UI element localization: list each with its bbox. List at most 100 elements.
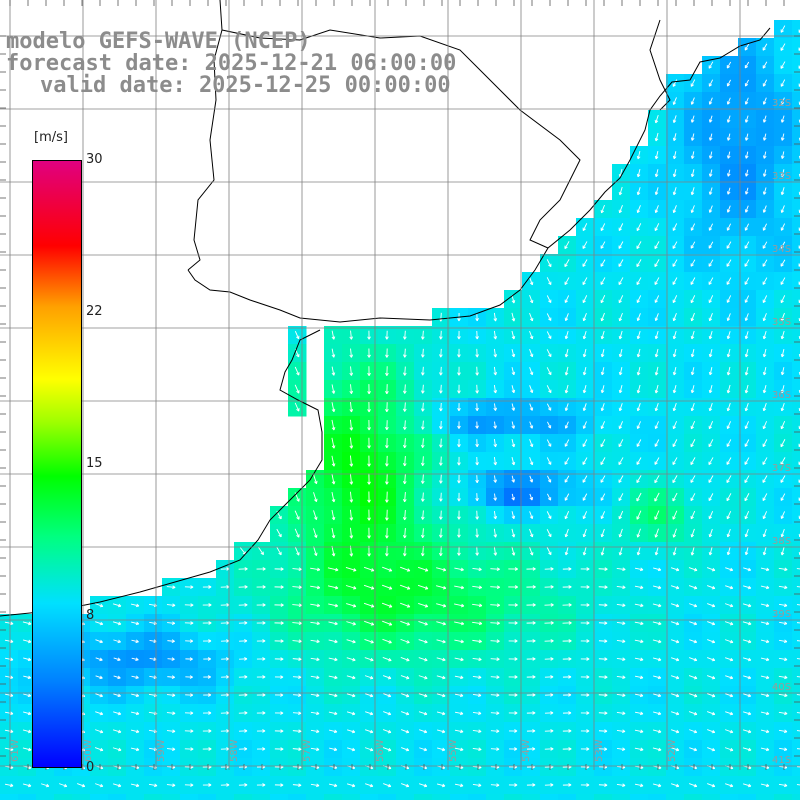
wind-arrow	[511, 403, 516, 411]
wind-arrow	[580, 567, 590, 571]
wind-arrow	[744, 115, 749, 123]
wind-arrow	[636, 223, 642, 232]
wind-arrow	[744, 151, 749, 159]
wind-arrow	[778, 675, 788, 680]
wind-arrow	[670, 783, 680, 788]
wind-arrow	[328, 783, 338, 788]
wind-arrow	[544, 747, 554, 751]
wind-arrow	[744, 241, 750, 249]
wind-arrow	[653, 711, 662, 716]
wind-arrow	[690, 295, 696, 304]
wind-cell	[576, 794, 595, 800]
wind-arrow	[742, 603, 752, 608]
wind-arrow	[349, 366, 354, 376]
wind-arrow	[546, 403, 552, 411]
wind-cell	[558, 794, 577, 800]
wind-arrow	[529, 385, 534, 394]
wind-arrow	[726, 61, 732, 69]
wind-cell	[792, 668, 800, 687]
wind-arrow	[349, 348, 354, 358]
wind-arrow	[744, 169, 749, 177]
wind-arrow	[652, 783, 662, 788]
wind-arrow	[546, 529, 552, 538]
wind-arrow	[185, 639, 194, 643]
wind-arrow	[238, 783, 248, 787]
wind-arrow	[796, 694, 800, 696]
wind-arrow	[580, 783, 590, 787]
wind-arrow	[349, 509, 354, 521]
wind-arrow	[294, 402, 300, 412]
wind-arrow	[672, 384, 677, 394]
wind-arrow	[385, 402, 389, 413]
wind-arrow	[762, 295, 768, 303]
wind-arrow	[490, 693, 500, 697]
wind-arrow	[762, 151, 767, 159]
wind-arrow	[690, 115, 695, 123]
wind-cell	[270, 794, 289, 800]
wind-arrow	[349, 419, 354, 431]
wind-arrow	[634, 567, 644, 572]
wind-arrow	[690, 97, 695, 105]
wind-arrow	[780, 475, 786, 483]
wind-arrow	[328, 621, 338, 626]
wind-cell	[792, 92, 800, 111]
wind-arrow	[670, 729, 680, 734]
wind-arrow	[112, 603, 122, 608]
wind-arrow	[238, 729, 248, 733]
wind-arrows	[4, 25, 800, 788]
wind-cell	[792, 578, 800, 597]
wind-arrow	[475, 421, 479, 429]
wind-arrow	[292, 621, 302, 626]
wind-arrow	[598, 603, 608, 607]
wind-arrow	[762, 133, 767, 141]
wind-arrow	[367, 366, 371, 376]
wind-arrow	[547, 421, 552, 429]
latitude-label: 32S	[772, 98, 791, 109]
wind-arrow	[780, 205, 785, 213]
wind-arrow	[511, 475, 516, 483]
wind-cell	[792, 722, 800, 741]
wind-arrow	[439, 402, 443, 412]
wind-arrow	[385, 348, 389, 358]
wind-arrow	[582, 457, 588, 465]
wind-arrow	[744, 97, 749, 105]
wind-arrow	[472, 729, 482, 734]
valid-date: valid date: 2025-12-25 00:00:00	[40, 73, 451, 98]
wind-arrow	[402, 528, 407, 539]
wind-arrow	[526, 585, 536, 589]
wind-arrow	[493, 456, 498, 466]
wind-arrow	[457, 456, 461, 466]
wind-arrow	[274, 657, 284, 661]
wind-arrow	[654, 223, 660, 232]
wind-arrow	[634, 621, 644, 626]
wind-arrow	[511, 528, 516, 538]
wind-arrow	[401, 783, 410, 788]
wind-arrow	[475, 348, 479, 358]
colorbar	[32, 160, 82, 768]
wind-arrow	[490, 657, 500, 661]
wind-arrow	[472, 621, 483, 626]
wind-cell	[18, 794, 37, 800]
legend-tick-8: 8	[86, 608, 95, 623]
wind-arrow	[564, 439, 570, 447]
wind-arrow	[529, 421, 534, 429]
wind-arrow	[562, 783, 572, 787]
wind-arrow	[475, 313, 479, 322]
wind-arrow	[436, 675, 446, 680]
wind-cell	[648, 794, 667, 800]
wind-arrow	[403, 348, 407, 358]
wind-arrow	[95, 693, 103, 698]
wind-arrow	[4, 621, 14, 626]
wind-arrow	[349, 527, 354, 539]
wind-arrow	[508, 675, 518, 679]
wind-arrow	[618, 367, 623, 376]
wind-arrow	[421, 366, 425, 376]
wind-arrow	[672, 457, 678, 465]
wind-arrow	[403, 402, 407, 412]
wind-arrow	[726, 151, 731, 159]
wind-arrow	[616, 711, 626, 716]
wind-arrow	[564, 331, 569, 340]
wind-arrow	[184, 747, 194, 751]
model-title: modelo GEFS-WAVE (NCEP)	[6, 29, 311, 54]
wind-arrow	[672, 277, 678, 285]
